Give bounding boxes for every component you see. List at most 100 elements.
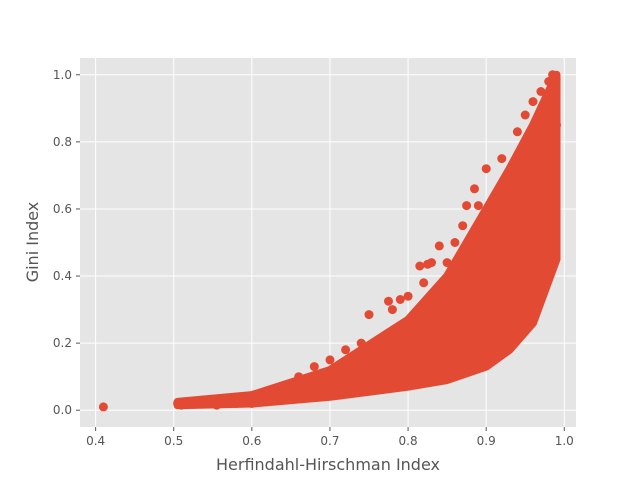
data-point (450, 365, 460, 375)
data-point (512, 170, 522, 180)
data-point (466, 264, 476, 274)
x-tick-label: 0.8 (399, 434, 418, 448)
x-tick-label: 0.6 (242, 434, 261, 448)
data-point (341, 389, 351, 398)
data-point (450, 305, 460, 315)
data-point (466, 321, 476, 331)
data-point (489, 221, 499, 231)
y-tick-label: 0.8 (53, 135, 72, 149)
data-point (403, 291, 413, 301)
data-point (512, 325, 522, 335)
data-point (481, 164, 491, 174)
data-point (278, 389, 288, 398)
data-point (481, 278, 491, 288)
data-point (341, 365, 351, 375)
data-point (544, 110, 554, 120)
data-point (192, 397, 202, 407)
data-point (481, 221, 491, 231)
data-point (419, 377, 429, 387)
data-point (180, 399, 190, 408)
x-tick-label: 0.9 (477, 434, 496, 448)
data-point (223, 394, 233, 403)
data-point (387, 345, 397, 355)
data-point (325, 390, 335, 400)
data-point (263, 397, 272, 407)
data-point (462, 201, 472, 211)
data-point (442, 258, 452, 268)
data-point (341, 378, 351, 388)
data-points (98, 70, 561, 412)
data-point (497, 338, 507, 348)
data-point (470, 184, 479, 194)
data-point (286, 378, 296, 388)
data-point (325, 382, 335, 392)
data-point (348, 358, 358, 368)
data-point (497, 154, 507, 164)
data-point (536, 271, 546, 281)
data-point (528, 97, 538, 107)
data-point (434, 241, 444, 251)
x-axis-label: Herfindahl-Hirschman Index (216, 455, 440, 474)
x-tick-label: 0.4 (86, 434, 105, 448)
data-point (294, 372, 304, 382)
data-point (372, 352, 382, 362)
data-point (434, 318, 444, 328)
data-point (403, 355, 413, 365)
data-point (497, 227, 507, 237)
data-point (356, 338, 366, 348)
data-point (415, 261, 425, 271)
y-tick-label: 0.0 (53, 403, 72, 417)
data-point (481, 248, 491, 258)
y-axis-ticks: 0.0 0.2 0.4 0.6 0.8 1.0 (53, 68, 80, 417)
data-point (552, 120, 561, 130)
data-point (497, 197, 507, 207)
data-point (450, 331, 460, 341)
data-point (450, 281, 460, 291)
data-point (528, 305, 538, 315)
data-point (544, 137, 554, 147)
data-point (403, 321, 413, 331)
data-point (434, 338, 444, 348)
data-point (231, 399, 241, 408)
data-point (419, 311, 429, 321)
data-point (536, 87, 546, 96)
data-point (387, 362, 397, 372)
data-point (325, 355, 335, 365)
y-tick-label: 0.2 (53, 336, 72, 350)
data-point (548, 170, 558, 180)
data-point (427, 258, 436, 268)
data-point (497, 261, 507, 271)
x-tick-label: 0.5 (164, 434, 183, 448)
data-point (372, 383, 382, 393)
data-point (434, 298, 444, 308)
data-point (481, 311, 491, 321)
data-point (528, 264, 538, 274)
data-point (466, 248, 476, 258)
data-point (540, 238, 550, 247)
data-point (395, 295, 405, 304)
data-point (450, 238, 460, 247)
data-point (200, 399, 210, 408)
data-point (532, 288, 542, 298)
x-tick-label: 0.7 (320, 434, 339, 448)
data-point (419, 328, 429, 338)
y-tick-label: 1.0 (53, 68, 72, 82)
data-point (528, 177, 538, 187)
data-point (548, 70, 558, 80)
x-tick-label: 1.0 (555, 434, 574, 448)
data-point (512, 238, 522, 247)
data-point (512, 285, 522, 294)
data-point (325, 372, 335, 382)
data-point (309, 385, 319, 395)
data-point (294, 389, 304, 398)
data-point (309, 392, 319, 402)
data-point (512, 204, 522, 214)
data-point (419, 278, 429, 288)
data-point (419, 348, 429, 358)
data-point (302, 382, 311, 392)
data-point (356, 385, 366, 395)
data-point (372, 368, 382, 378)
data-point (473, 201, 483, 211)
data-point (356, 372, 366, 382)
data-point (466, 358, 476, 368)
